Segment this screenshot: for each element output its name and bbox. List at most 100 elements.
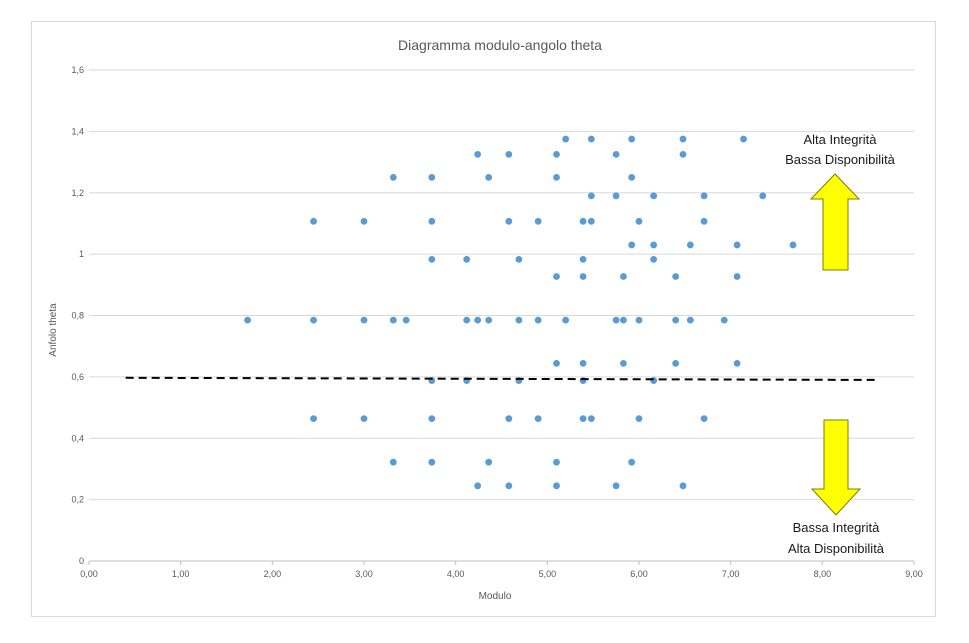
y-tick-label: 0,4 (71, 433, 84, 443)
data-point (679, 135, 687, 143)
data-point (650, 241, 658, 249)
annotation-down-line1: Bassa Integrità (793, 520, 880, 535)
data-point (733, 273, 741, 280)
data-point (553, 150, 560, 158)
data-point (587, 415, 595, 423)
threshold-dashed-line (125, 376, 878, 381)
x-tick-label: 3,00 (355, 569, 373, 579)
data-point (428, 174, 436, 181)
data-point (244, 316, 251, 324)
data-point (620, 316, 627, 324)
y-tick-label: 0,6 (71, 372, 84, 382)
data-point (587, 192, 595, 200)
data-point (562, 135, 570, 143)
data-point (620, 273, 627, 280)
x-tick-label: 2,00 (264, 569, 282, 579)
data-point (428, 255, 436, 263)
data-point (612, 316, 620, 324)
data-point (733, 359, 741, 367)
data-point (740, 135, 747, 143)
y-axis-title: Anfolo theta (48, 303, 59, 357)
data-point (553, 359, 560, 367)
y-tick-label: 1,6 (71, 65, 84, 75)
data-point (686, 241, 694, 249)
data-point (612, 192, 620, 200)
x-tick-label: 6,00 (630, 569, 648, 579)
data-point (720, 316, 728, 324)
data-point (553, 273, 560, 280)
data-point (485, 316, 493, 324)
data-point (579, 415, 587, 423)
x-tick-label: 0,00 (80, 569, 98, 579)
data-point (789, 241, 797, 249)
data-point (650, 255, 658, 263)
data-point (485, 174, 493, 181)
data-point (635, 415, 643, 423)
data-point (360, 415, 368, 423)
x-tick-labels: 0,00 1,00 2,00 3,00 4,00 5,00 6,00 7,00 8,00 9,00 (80, 569, 923, 579)
data-point (428, 458, 436, 466)
data-point (428, 415, 436, 423)
y-tick-labels: 0 0,2 0,4 0,6 0,8 1 1,2 1,4 1,6 (71, 65, 84, 566)
data-point (587, 135, 595, 143)
data-point (679, 150, 687, 158)
data-point (635, 316, 643, 324)
data-point (628, 174, 636, 181)
x-tick-label: 4,00 (447, 569, 465, 579)
data-point (389, 458, 397, 466)
data-point (553, 174, 560, 181)
gridlines (88, 69, 915, 565)
data-point (389, 316, 397, 324)
data-point (360, 217, 368, 225)
data-point (650, 377, 658, 384)
y-tick-label: 0,2 (71, 495, 84, 505)
y-tick-label: 0 (79, 556, 84, 566)
x-tick-label: 9,00 (905, 569, 923, 579)
data-point (628, 135, 636, 143)
data-point (635, 217, 643, 225)
data-point (505, 150, 513, 158)
data-point (534, 217, 542, 225)
data-point (628, 458, 636, 466)
x-axis-title: Modulo (479, 591, 512, 602)
data-point (474, 482, 482, 490)
data-point (587, 217, 595, 225)
x-tick-label: 8,00 (814, 569, 832, 579)
data-point (534, 415, 542, 423)
data-point (672, 273, 680, 280)
data-point (579, 359, 587, 367)
data-point (389, 174, 397, 181)
data-point (686, 316, 694, 324)
x-tick-label: 1,00 (172, 569, 190, 579)
data-point (534, 316, 542, 324)
arrow-down-icon (810, 419, 862, 516)
data-point (620, 359, 627, 367)
data-point (672, 316, 680, 324)
data-point (505, 217, 513, 225)
data-point (485, 458, 493, 466)
scatter-chart: 0 0,2 0,4 0,6 0,8 1 1,2 1,4 1,6 0,00 1,00 2,00 3,00… (48, 37, 923, 602)
annotation-up-line1: Alta Integrità (804, 132, 878, 147)
x-tick-label: 5,00 (539, 569, 557, 579)
data-point (310, 316, 317, 324)
data-point (515, 316, 523, 324)
data-point (553, 482, 560, 490)
y-tick-label: 1,4 (71, 126, 84, 136)
data-point (463, 255, 471, 263)
y-tick-label: 1 (79, 249, 84, 259)
data-point (612, 482, 620, 490)
data-point (679, 482, 687, 490)
annotation-down-line2: Alta Disponibilità (788, 541, 885, 556)
data-point (428, 217, 436, 225)
annotation-up-line2: Bassa Disponibilità (785, 152, 896, 167)
data-point (515, 255, 523, 263)
data-point (474, 316, 482, 324)
data-point (628, 241, 636, 249)
data-point (672, 359, 680, 367)
data-points (244, 135, 797, 490)
data-point (474, 150, 482, 158)
data-point (733, 241, 741, 249)
data-point (700, 415, 708, 423)
data-point (579, 255, 587, 263)
data-point (360, 316, 368, 324)
